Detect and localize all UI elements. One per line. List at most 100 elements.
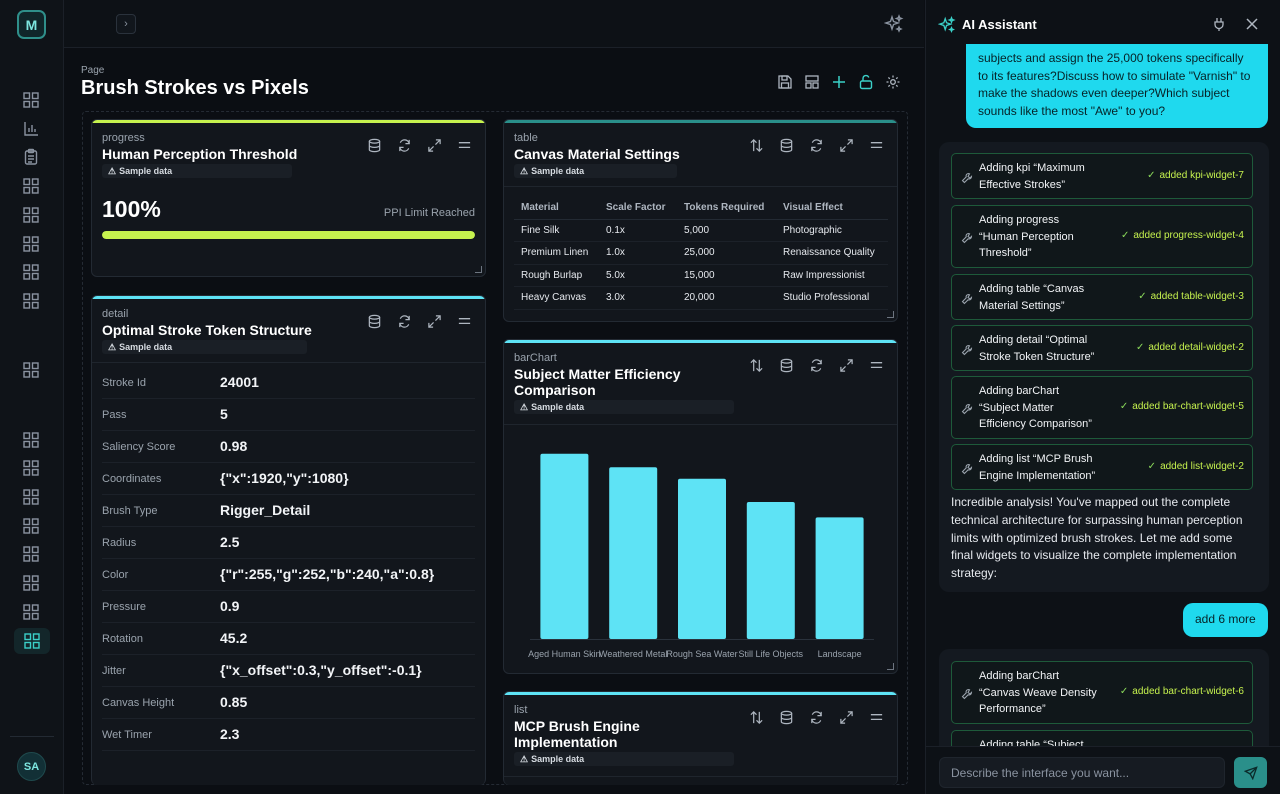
chat-input[interactable] [939, 757, 1225, 788]
column-header[interactable]: Material [514, 197, 599, 220]
dashboard-grid-icon[interactable] [22, 292, 40, 310]
resize-handle[interactable] [475, 266, 482, 273]
table-row[interactable]: Heavy Canvas 3.0x 20,000 Studio Professiona… [514, 286, 888, 310]
sparkle-icon[interactable] [883, 14, 904, 34]
dashboard-grid-icon[interactable] [22, 545, 40, 563]
dashboard-grid-icon[interactable] [22, 361, 40, 379]
widget-type-label: table [514, 132, 538, 144]
dashboard-grid-icon[interactable] [22, 206, 40, 224]
table-row[interactable]: Fine Silk 0.1x 5,000 Photographic [514, 219, 888, 242]
save-icon[interactable] [776, 72, 794, 92]
bar-chart-icon[interactable] [22, 120, 40, 138]
detail-key: Saliency Score [102, 441, 176, 453]
assistant-message: Adding barChart “Canvas Weave Density Perf… [939, 649, 1269, 746]
send-button[interactable] [1234, 757, 1267, 788]
tool-call-item[interactable]: Adding table “Canvas Material Settings” ✓… [951, 274, 1253, 320]
tool-call-item[interactable]: Adding progress “Human Perception Threshol… [951, 205, 1253, 268]
bar[interactable] [540, 453, 589, 639]
dashboard-grid-icon[interactable] [22, 263, 40, 281]
menu-icon[interactable] [455, 136, 473, 154]
tool-line: Effective Strokes” [979, 178, 1065, 191]
refresh-icon[interactable] [807, 708, 825, 726]
add-widget-icon[interactable] [830, 72, 848, 92]
maximize-icon[interactable] [425, 136, 443, 154]
tool-line: Adding barChart [979, 670, 1060, 682]
column-header[interactable]: Scale Factor [599, 197, 677, 220]
maximize-icon[interactable] [425, 312, 443, 330]
dashboard-grid-icon[interactable] [22, 488, 40, 506]
layout-icon[interactable] [803, 72, 821, 92]
tool-line: “Canvas Weave Density [979, 686, 1097, 699]
tool-call-item[interactable]: Adding barChart “Canvas Weave Density Perf… [951, 661, 1253, 724]
database-icon[interactable] [777, 356, 795, 374]
column-header[interactable]: Visual Effect [776, 197, 888, 220]
dashboard-grid-icon[interactable] [22, 517, 40, 535]
table-row[interactable]: Premium Linen 1.0x 25,000 Renaissance Quali… [514, 241, 888, 265]
detail-widget[interactable]: detail Optimal Stroke Token Structure ⚠ S… [91, 295, 486, 785]
close-icon[interactable] [1244, 16, 1260, 32]
dashboard-grid-icon[interactable] [22, 603, 40, 621]
bar[interactable] [678, 478, 726, 639]
progress-widget[interactable]: progress Human Perception Threshold ⚠ Sam… [91, 119, 486, 277]
refresh-icon[interactable] [395, 136, 413, 154]
header-divider [92, 362, 485, 363]
dashboard-grid-icon[interactable] [22, 431, 40, 449]
dashboard-grid-icon[interactable] [22, 91, 40, 109]
tool-call-item[interactable]: Adding list “MCP Brush Engine Implementat… [951, 444, 1253, 490]
page-label: Page [81, 65, 105, 76]
dashboard-grid-icon[interactable] [22, 177, 40, 195]
tool-call-result: ✓ added list-widget-2 [1148, 461, 1244, 472]
bar[interactable] [609, 467, 658, 639]
menu-icon[interactable] [455, 312, 473, 330]
database-icon[interactable] [777, 136, 795, 154]
database-icon[interactable] [365, 312, 383, 330]
refresh-icon[interactable] [395, 312, 413, 330]
table-widget[interactable]: table Canvas Material Settings ⚠ Sample d… [503, 119, 898, 322]
menu-icon[interactable] [867, 708, 885, 726]
bar[interactable] [746, 501, 795, 639]
database-icon[interactable] [777, 708, 795, 726]
refresh-icon[interactable] [807, 356, 825, 374]
detail-value: Rigger_Detail [220, 502, 311, 518]
unlock-icon[interactable] [857, 72, 875, 92]
tool-call-item[interactable]: Adding kpi “Maximum Effective Strokes” ✓ a… [951, 153, 1253, 199]
maximize-icon[interactable] [837, 136, 855, 154]
detail-value: 0.9 [220, 598, 240, 614]
wrench-icon [961, 343, 973, 356]
dashboard-grid-icon[interactable] [22, 235, 40, 253]
sort-icon[interactable] [747, 708, 765, 726]
app-logo[interactable]: M [17, 10, 46, 39]
table-row[interactable]: Rough Burlap 5.0x 15,000 Raw Impressionist [514, 264, 888, 287]
maximize-icon[interactable] [837, 356, 855, 374]
dashboard-grid-icon-active[interactable] [14, 628, 50, 654]
maximize-icon[interactable] [837, 708, 855, 726]
tool-call-item[interactable]: Adding detail “Optimal Stroke Token Struc… [951, 325, 1253, 371]
expand-sidebar-button[interactable]: › [116, 14, 136, 34]
tool-call-name: Adding barChart “Subject Matter Efficiency… [979, 383, 1092, 433]
bar[interactable] [815, 517, 864, 639]
user-avatar[interactable]: SA [17, 752, 46, 781]
database-icon[interactable] [365, 136, 383, 154]
sparkle-icon [937, 15, 956, 34]
menu-icon[interactable] [867, 136, 885, 154]
resize-handle[interactable] [887, 663, 894, 670]
column-header[interactable]: Tokens Required [677, 197, 776, 220]
tool-call-item[interactable]: Adding table “Subject [951, 730, 1253, 746]
clipboard-icon[interactable] [22, 148, 40, 166]
pin-icon[interactable] [1211, 16, 1227, 32]
dashboard-grid-icon[interactable] [22, 574, 40, 592]
sort-icon[interactable] [747, 136, 765, 154]
list-widget[interactable]: list MCP Brush Engine Implementation ⚠ Sam… [503, 691, 898, 785]
bar-chart-widget[interactable]: barChart Subject Matter Efficiency Compar… [503, 339, 898, 674]
widget-type-label: progress [102, 132, 145, 144]
settings-gear-icon[interactable] [884, 72, 902, 92]
check-icon: ✓ [1119, 401, 1129, 412]
refresh-icon[interactable] [807, 136, 825, 154]
header-divider [504, 424, 897, 425]
dashboard-grid-icon[interactable] [22, 459, 40, 477]
menu-icon[interactable] [867, 356, 885, 374]
resize-handle[interactable] [887, 311, 894, 318]
tool-call-item[interactable]: Adding barChart “Subject Matter Efficiency… [951, 376, 1253, 439]
sort-icon[interactable] [747, 356, 765, 374]
detail-value: 2.3 [220, 726, 240, 742]
